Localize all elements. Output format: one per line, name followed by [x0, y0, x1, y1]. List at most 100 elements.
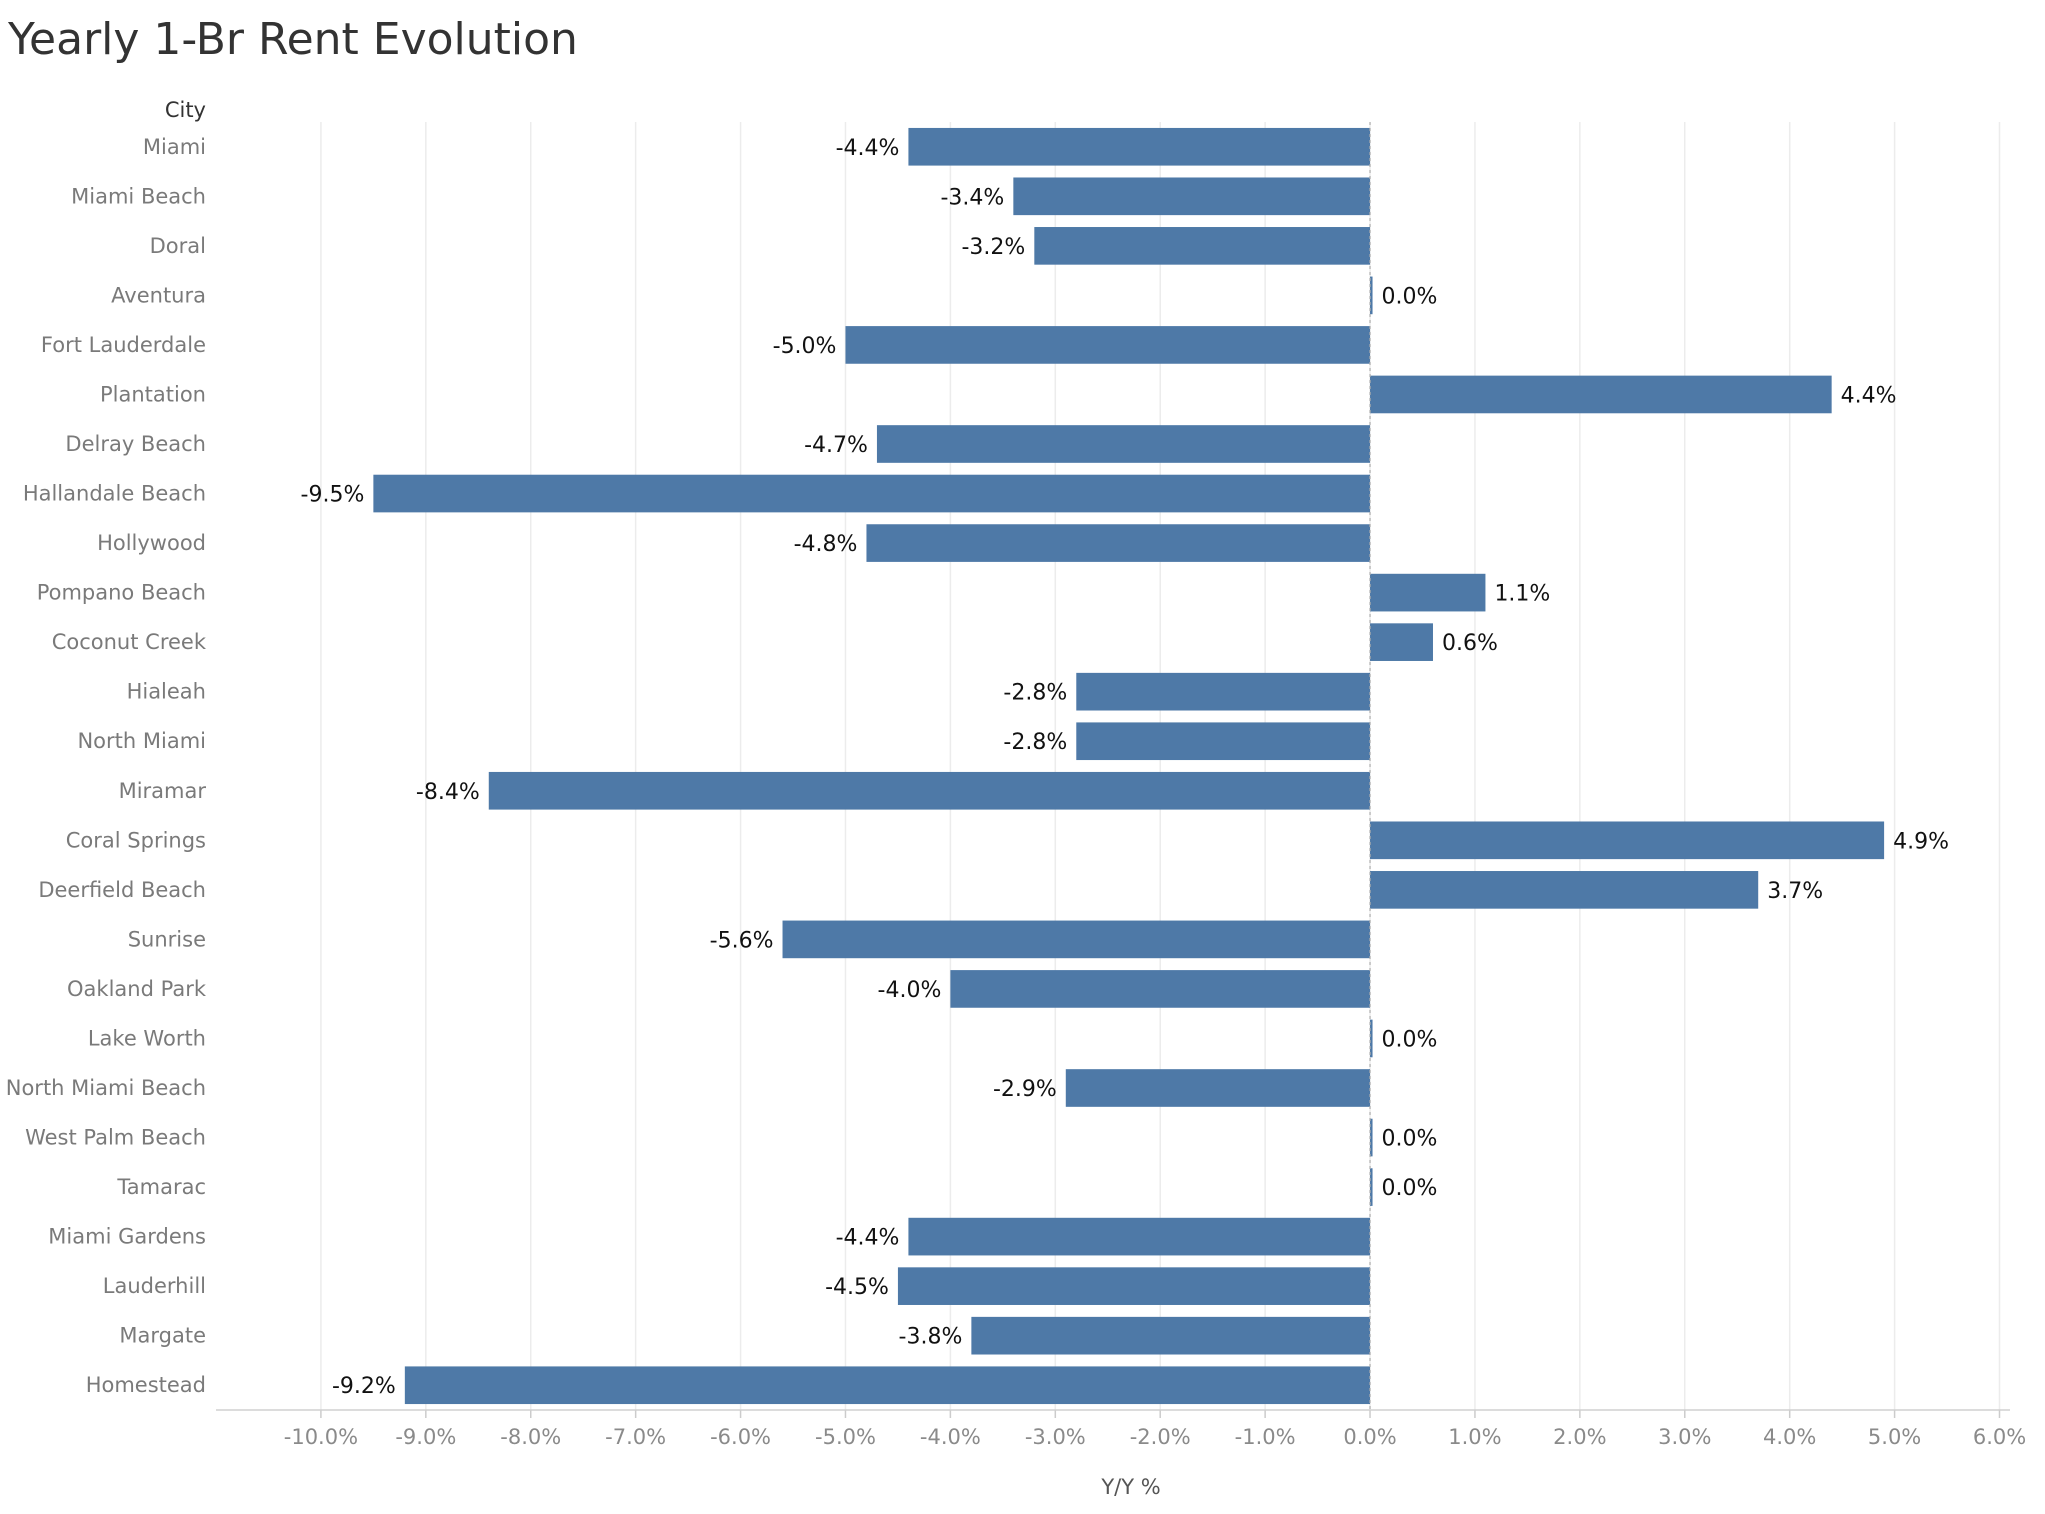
data-label: -4.8% [794, 532, 858, 557]
bar [971, 1316, 1371, 1355]
category-label: Oakland Park [67, 977, 207, 1001]
category-label: Miami Gardens [48, 1225, 206, 1249]
category-label: Deerfield Beach [38, 878, 206, 902]
bar [897, 1267, 1371, 1305]
bar [1076, 672, 1371, 711]
bars [373, 127, 1885, 1405]
data-label: -3.8% [899, 1325, 963, 1350]
bar [1370, 821, 1885, 860]
bar [1370, 623, 1433, 661]
bar [866, 524, 1371, 562]
data-label: 0.0% [1382, 284, 1438, 309]
bar [1370, 573, 1486, 612]
data-label: 0.0% [1382, 1127, 1438, 1152]
category-label: Coral Springs [66, 828, 206, 852]
category-label: Homestead [86, 1373, 206, 1397]
data-label: -4.0% [878, 978, 942, 1003]
data-label: -3.2% [961, 235, 1025, 260]
data-label: -4.4% [836, 1226, 900, 1251]
category-label: Aventura [111, 283, 206, 307]
x-tick-label: -10.0% [284, 1425, 358, 1449]
category-label: Hallandale Beach [23, 482, 206, 506]
data-label: -4.5% [825, 1275, 889, 1300]
data-label: 0.0% [1382, 1027, 1438, 1052]
category-label: Doral [150, 234, 206, 258]
data-label: -4.4% [836, 136, 900, 161]
bar [1370, 276, 1373, 315]
data-labels: -4.4% -3.4% -3.2% 0.0% -5.0% 4.4% -4.7% -9.5% -4… [301, 136, 1949, 1399]
bar [1370, 871, 1759, 909]
category-label: Lauderhill [103, 1274, 206, 1298]
bar [1065, 1069, 1371, 1107]
data-label: -9.2% [332, 1374, 396, 1399]
x-tick-label: 4.0% [1763, 1425, 1816, 1449]
category-label: Coconut Creek [52, 630, 207, 654]
x-tick-label: 6.0% [1973, 1425, 2026, 1449]
bar [1370, 375, 1832, 414]
data-label: 4.4% [1841, 383, 1897, 408]
category-label: Miami Beach [71, 184, 206, 208]
x-tick-label: 3.0% [1658, 1425, 1711, 1449]
category-label: Sunrise [128, 927, 206, 951]
category-label: West Palm Beach [25, 1126, 206, 1150]
data-label: -3.4% [940, 185, 1004, 210]
bar [908, 127, 1371, 166]
category-label: Hialeah [127, 680, 206, 704]
data-label: 0.0% [1382, 1176, 1438, 1201]
data-label: 4.9% [1893, 829, 1949, 854]
bar [908, 1217, 1371, 1256]
category-label: North Miami Beach [6, 1076, 206, 1100]
bar [950, 970, 1371, 1008]
bar [404, 1366, 1371, 1405]
data-label: -4.7% [804, 433, 868, 458]
data-label: 3.7% [1767, 879, 1823, 904]
city-labels: Miami Miami Beach Doral Aventura Fort Lauder… [6, 135, 207, 1397]
x-tick-label: -2.0% [1130, 1425, 1191, 1449]
x-tick-label: -9.0% [395, 1425, 456, 1449]
bar [1370, 1118, 1373, 1157]
category-label: Plantation [100, 382, 206, 406]
row-header: City [165, 98, 206, 122]
bar [1013, 177, 1371, 216]
x-tick-label: -6.0% [710, 1425, 771, 1449]
bar [373, 474, 1371, 513]
data-label: -5.0% [773, 334, 837, 359]
bar [1370, 1019, 1373, 1058]
data-label: 1.1% [1494, 582, 1550, 607]
category-label: Fort Lauderdale [41, 333, 206, 357]
bar [782, 920, 1371, 959]
data-label: -9.5% [301, 483, 365, 508]
bar [876, 425, 1371, 463]
category-label: Miramar [119, 779, 207, 803]
bar [845, 326, 1371, 364]
bar [488, 771, 1371, 810]
bar [1034, 227, 1371, 265]
x-tick-label: 0.0% [1343, 1425, 1396, 1449]
x-tick-label: -8.0% [500, 1425, 561, 1449]
category-label: Lake Worth [88, 1026, 206, 1050]
x-tick-label: 5.0% [1868, 1425, 1921, 1449]
category-label: North Miami [77, 729, 206, 753]
data-label: 0.6% [1442, 631, 1498, 656]
category-label: Miami [143, 135, 206, 159]
data-label: -2.8% [1003, 681, 1067, 706]
x-tick-label: -5.0% [815, 1425, 876, 1449]
x-tick-label: -4.0% [920, 1425, 981, 1449]
bar [1076, 722, 1371, 761]
data-label: -2.8% [1003, 730, 1067, 755]
grid-lines [320, 122, 2001, 1410]
chart-title: Yearly 1-Br Rent Evolution [8, 14, 578, 65]
category-label: Tamarac [116, 1175, 206, 1199]
bar [1370, 1168, 1373, 1206]
x-axis: -10.0% -9.0% -8.0% -7.0% -6.0% -5.0% -4.0% -3.0… [216, 1409, 2026, 1449]
x-tick-label: -3.0% [1025, 1425, 1086, 1449]
data-label: -2.9% [993, 1077, 1057, 1102]
category-label: Margate [119, 1324, 206, 1348]
data-label: -8.4% [416, 780, 480, 805]
category-label: Hollywood [97, 531, 206, 555]
x-tick-label: 2.0% [1553, 1425, 1606, 1449]
category-label: Delray Beach [65, 432, 206, 456]
x-axis-title: Y/Y % [1100, 1475, 1160, 1499]
x-tick-label: -7.0% [605, 1425, 666, 1449]
